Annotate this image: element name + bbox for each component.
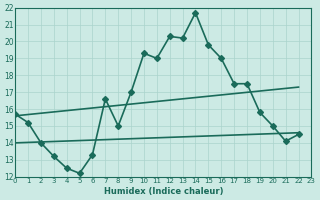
X-axis label: Humidex (Indice chaleur): Humidex (Indice chaleur) — [104, 187, 223, 196]
